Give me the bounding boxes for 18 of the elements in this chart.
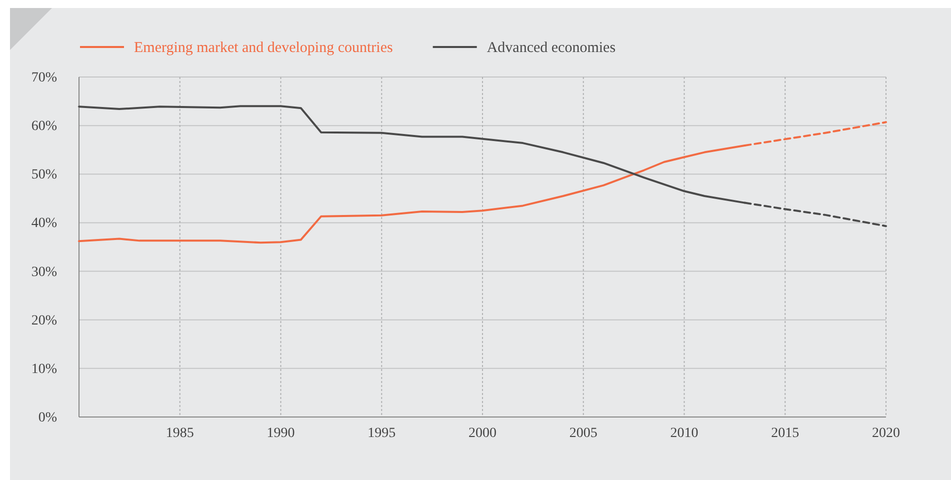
y-tick-label: 40%: [31, 216, 58, 232]
x-tick-label: 2010: [670, 426, 698, 441]
y-tick-label: 0%: [38, 410, 58, 426]
x-tick-label: 2020: [872, 426, 900, 441]
x-tick-label: 1995: [368, 426, 396, 441]
y-tick-label: 50%: [31, 168, 58, 183]
legend-label: Emerging market and developing countries: [134, 40, 393, 56]
y-tick-label: 20%: [31, 313, 58, 328]
x-tick-label: 2005: [569, 426, 598, 441]
x-tick-label: 1990: [266, 426, 295, 441]
y-tick-label: 70%: [31, 70, 58, 86]
legend-label: Advanced economies: [486, 40, 616, 56]
x-tick-label: 1985: [166, 426, 194, 441]
y-tick-label: 10%: [31, 362, 58, 377]
y-tick-label: 60%: [31, 119, 58, 134]
x-tick-label: 2000: [468, 426, 496, 441]
y-tick-label: 30%: [31, 264, 58, 280]
x-tick-label: 2015: [771, 426, 800, 441]
